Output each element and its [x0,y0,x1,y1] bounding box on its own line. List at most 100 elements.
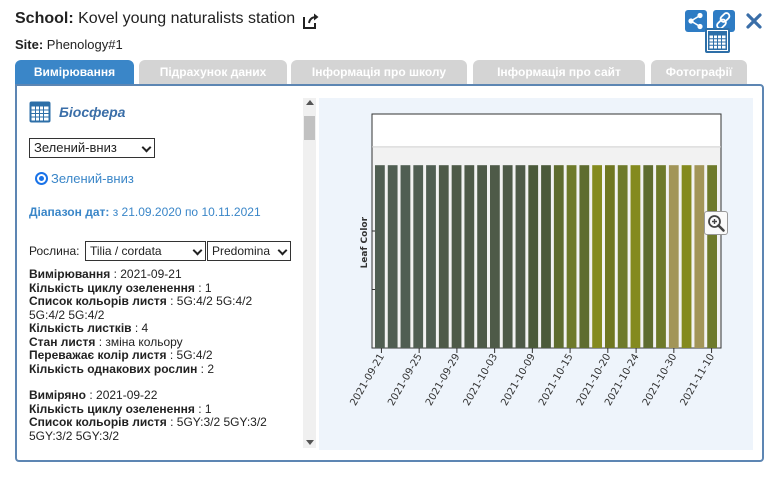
bar-b21[interactable] [630,165,641,348]
record-line: Виміряно : 2021-09-22 [29,388,299,403]
scroll-up-icon[interactable] [306,100,314,105]
record-value: 5G:4/2 5G:4/2 [29,307,105,322]
bar-b24[interactable] [668,165,679,348]
chevron-down-icon [277,245,288,256]
radio-label: Зелений-вниз [51,171,134,186]
chart-table-button[interactable] [705,28,730,53]
school-label: School: [15,10,74,27]
x-tick-label: 2021-09-29 [424,352,463,408]
share-button[interactable] [685,10,707,32]
tab-data-count[interactable]: Підрахунок даних [139,60,287,84]
zoom-in-icon [708,215,725,232]
record-block: Вимірювання : 2021-09-21 Кількість циклу … [29,267,299,376]
record-block: Виміряно : 2021-09-22 Кількість циклу озе… [29,388,299,443]
bar-b3[interactable] [400,165,411,348]
predominant-select-value: Predomina [212,244,271,258]
tab-school-info[interactable]: Інформація про школу [291,60,467,84]
record-line: Кількість циклу озеленення : 1 [29,280,299,296]
bar-b1[interactable] [375,165,385,348]
x-tick-label: 2021-10-30 [641,352,680,408]
site-line: Site: Phenology#1 [15,37,123,52]
bar-b18[interactable] [592,165,602,348]
protocol-title: Біосфера [59,104,126,120]
chevron-down-icon [192,245,203,256]
external-link-icon[interactable] [302,12,320,30]
bar-b12[interactable] [515,165,526,348]
bar-b19[interactable] [605,165,615,348]
record-value: : 4 [131,321,149,335]
bar-b9[interactable] [477,165,487,348]
record-line: Список кольорів листя : 5GY:3/2 5GY:3/2 [29,415,299,430]
bar-b6[interactable] [438,165,449,348]
bar-b2[interactable] [387,165,398,348]
record-line: Список кольорів листя : 5G:4/2 5G:4/2 [29,294,299,309]
share-icon [688,12,703,30]
record-label: Вимірювання [29,267,111,281]
x-tick-label: 2021-09-21 [348,352,387,408]
chart-area: Leaf Color 2021-09-21 2021-09-25 2021-09-29… [319,98,753,450]
x-tick-label: 2021-09-25 [386,352,425,408]
bar-b4[interactable] [413,165,424,348]
table-grid-icon [708,31,727,50]
record-label: Переважає колір листя [29,348,167,362]
bar-b20[interactable] [617,165,628,348]
record-value: : 5G:4/2 [166,348,213,362]
site-name: Phenology#1 [46,37,123,52]
bar-b5[interactable] [426,165,436,348]
details-scrollbar[interactable] [303,98,316,448]
zoom-button[interactable] [704,211,728,235]
date-range-label: Діапазон дат: [29,205,110,219]
school-name: Kovel young naturalists station [78,10,296,27]
record-line: 5G:4/2 5G:4/2 [29,307,299,323]
predominant-select[interactable]: Predomina [207,241,291,261]
tab-site-info[interactable]: Інформація про сайт [473,60,645,84]
record-value: : 5G:4/2 5G:4/2 [166,294,253,308]
bar-b23[interactable] [656,165,666,348]
tab-measurements[interactable]: Вимірювання [15,60,134,84]
record-label: Кількість листків [29,321,132,335]
x-tick-label: 2021-10-03 [462,352,501,408]
leaf-color-chart: Leaf Color 2021-09-21 2021-09-25 2021-09-29… [348,113,722,408]
bar-b8[interactable] [464,165,475,348]
species-select[interactable]: Tilia / cordata [85,241,206,261]
record-line: Переважає колір листя : 5G:4/2 [29,348,299,363]
bar-b27[interactable] [707,165,717,348]
date-range-value: з 21.09.2020 по 10.11.2021 [109,205,261,219]
bar-b7[interactable] [451,165,462,348]
close-icon[interactable] [744,11,764,31]
date-range: Діапазон дат: з 21.09.2020 по 10.11.2021 [29,205,261,219]
bar-b14[interactable] [541,165,551,348]
record-value: 5GY:3/2 5GY:3/2 [29,428,120,443]
details-pane: Біосфера Зелений-вниз Зелений-вниз Діапа… [27,96,302,448]
bar-b16[interactable] [566,165,577,348]
record-label: Кількість циклу озеленення [29,401,195,416]
measurement-panel: Біосфера Зелений-вниз Зелений-вниз Діапа… [15,84,764,462]
record-line: Кількість листків : 4 [29,321,299,336]
y-axis-label: Leaf Color [360,216,370,268]
bar-b11[interactable] [502,165,513,348]
bar-b22[interactable] [643,165,654,348]
bar-b25[interactable] [681,165,692,348]
radio-button[interactable] [35,172,48,185]
tab-photos[interactable]: Фотографії [651,60,747,84]
bar-b10[interactable] [490,165,500,348]
scroll-down-icon[interactable] [306,440,314,445]
species-select-value: Tilia / cordata [90,244,162,258]
bar-b26[interactable] [694,165,705,348]
copy-link-button[interactable] [713,10,735,32]
record-value: : 1 [194,280,212,295]
record-line: Кількість циклу озеленення : 1 [29,401,299,417]
phenophase-select[interactable]: Зелений-вниз [29,138,155,158]
bar-b17[interactable] [579,165,590,348]
phenophase-select-value: Зелений-вниз [34,140,117,155]
record-value: : 1 [194,401,212,416]
record-value: : 5GY:3/2 5GY:3/2 [166,415,267,429]
record-label: Список кольорів листя [29,294,167,308]
chevron-down-icon [141,142,152,153]
scroll-thumb[interactable] [304,116,315,140]
bar-b15[interactable] [553,165,564,348]
record-value: : 2 [197,361,215,376]
table-grid-icon[interactable] [29,101,51,123]
bar-b13[interactable] [528,165,539,348]
